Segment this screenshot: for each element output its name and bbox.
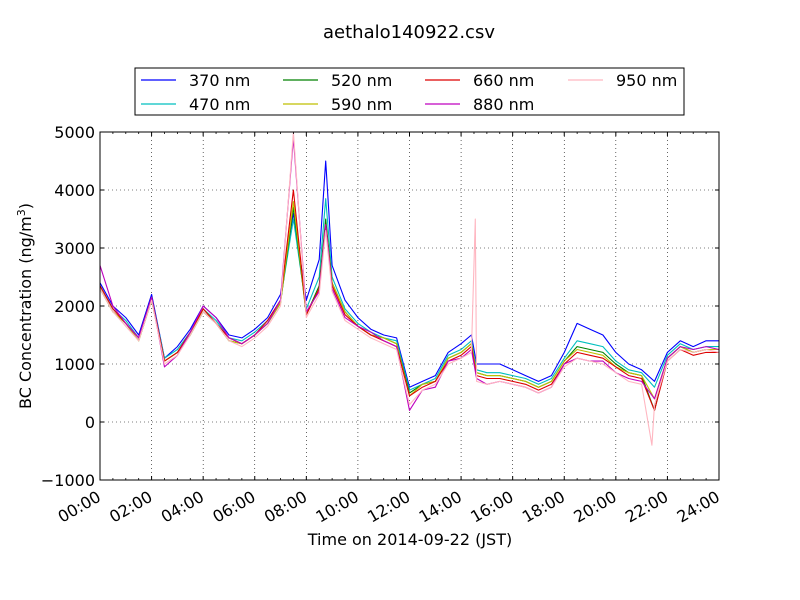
y-axis-tick-labels: −1000 0 1000 2000 3000 4000 5000: [41, 123, 95, 490]
legend-label: 880 nm: [473, 95, 534, 114]
axis-ticks: [99, 131, 720, 481]
legend-label: 520 nm: [331, 71, 392, 90]
legend-frame: [134, 67, 685, 116]
y-axis-label-main: BC Concentration (ng/m: [16, 216, 35, 409]
y-tick-label: 5000: [54, 123, 95, 142]
y-axis-label-tail: ): [16, 203, 35, 209]
legend-label: 470 nm: [189, 95, 250, 114]
y-axis-label-superscript: 3: [15, 209, 28, 216]
plot-area: [99, 131, 720, 481]
y-tick-label: 3000: [54, 239, 95, 258]
legend-label: 590 nm: [331, 95, 392, 114]
chart-title: aethalo140922.csv: [323, 22, 495, 43]
y-tick-label: 4000: [54, 181, 95, 200]
y-tick-label: 1000: [54, 355, 95, 374]
legend: 370 nm 470 nm 520 nm 590 nm 660 nm 880 nm 950 …: [134, 67, 685, 116]
series-line-470-nm: [99, 198, 719, 391]
series-line-660-nm: [99, 189, 719, 411]
legend-label: 660 nm: [473, 71, 534, 90]
series-line-880-nm: [99, 137, 720, 411]
series-line-950-nm: [99, 131, 720, 446]
y-tick-label: −1000: [41, 471, 95, 490]
y-tick-label: 2000: [54, 297, 95, 316]
y-tick-label: 0: [85, 413, 95, 432]
legend-label: 950 nm: [616, 71, 677, 90]
legend-label: 370 nm: [189, 71, 250, 90]
x-axis-label: Time on 2014-09-22 (JST): [307, 530, 512, 549]
series-lines: [99, 131, 720, 446]
y-axis-label: BC Concentration (ng/m3): [15, 203, 35, 409]
